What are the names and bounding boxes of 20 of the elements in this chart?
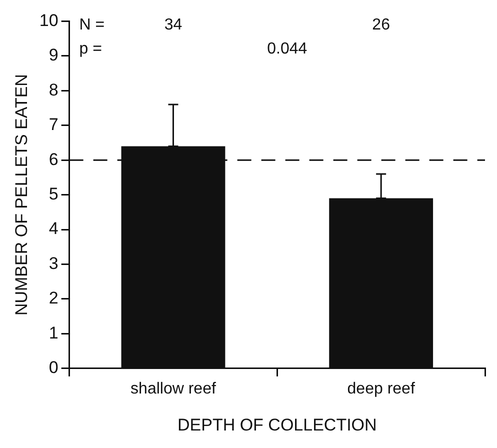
x-tick-label: shallow reef xyxy=(130,380,216,398)
y-tick-label: 6 xyxy=(48,150,58,169)
y-tick-label: 2 xyxy=(48,288,58,308)
y-tick-label: 3 xyxy=(48,254,58,273)
y-tick-label: 9 xyxy=(48,46,58,65)
y-tick-label: 4 xyxy=(48,219,58,238)
y-axis-title: NUMBER OF PELLETS EATEN xyxy=(12,74,31,316)
y-tick-label: 7 xyxy=(48,115,58,134)
y-tick-label: 8 xyxy=(48,80,58,100)
annotation: 34 xyxy=(164,16,182,34)
y-tick-label: 5 xyxy=(48,184,58,204)
annotation: p = xyxy=(79,40,102,58)
x-tick-label: deep reef xyxy=(347,380,416,398)
annotation: N = xyxy=(79,16,105,34)
y-tick-label: 10 xyxy=(39,10,58,30)
x-axis-title: DEPTH OF COLLECTION xyxy=(178,415,377,434)
annotation: 0.044 xyxy=(267,40,308,58)
y-tick-label: 0 xyxy=(48,358,58,378)
annotation: 26 xyxy=(372,16,390,34)
y-tick-label: 1 xyxy=(48,323,58,342)
